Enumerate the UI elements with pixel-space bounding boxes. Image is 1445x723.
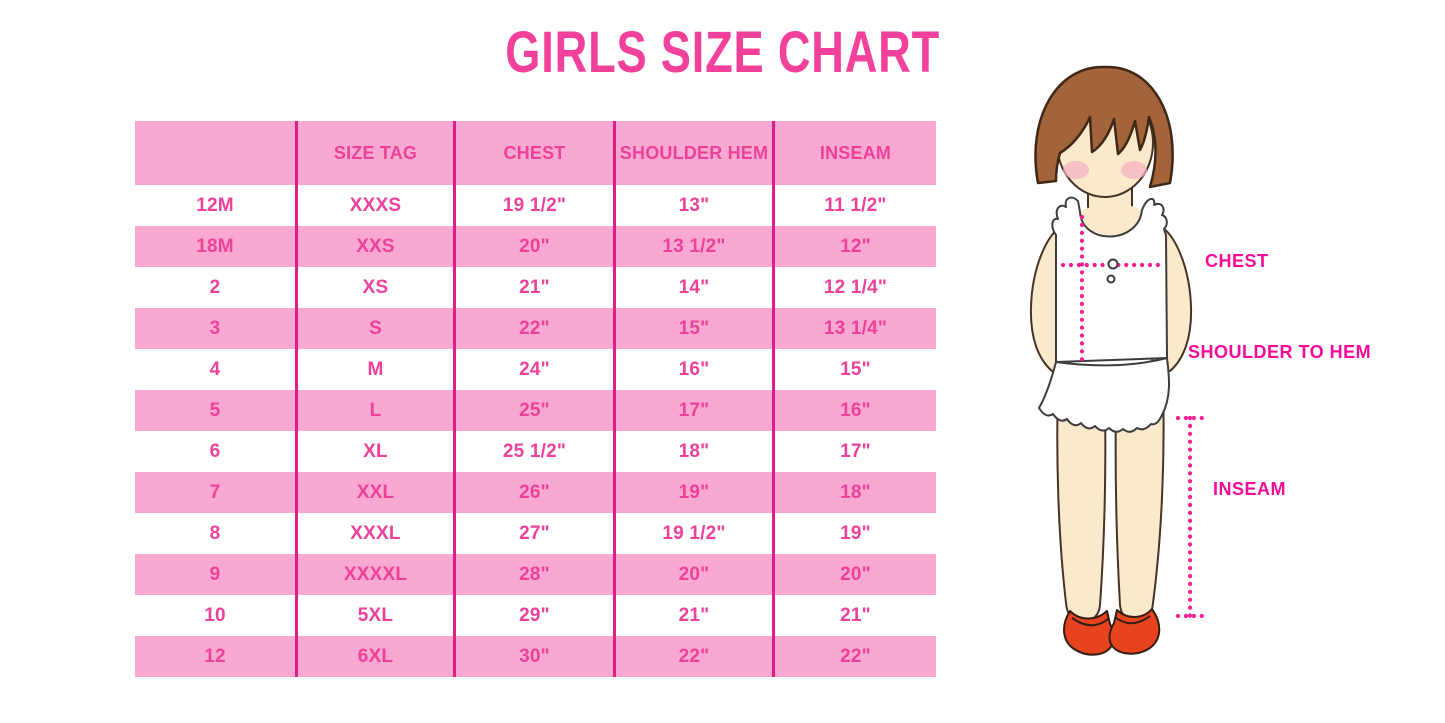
table-cell: 7 <box>135 472 298 513</box>
table-row: 12M XXXS 19 1/2" 13" 11 1/2" <box>135 185 936 226</box>
chest-measure-label: CHEST <box>1205 251 1269 271</box>
table-cell: 13 1/4" <box>823 317 888 339</box>
table-row: 5 L 25" 17" 16" <box>135 390 936 431</box>
table-cell: 12 1/4" <box>823 276 888 298</box>
table-cell: S <box>298 308 456 349</box>
bottom-button <box>1106 274 1116 284</box>
table-cell: 21" <box>616 595 775 636</box>
table-cell: 22" <box>840 645 871 667</box>
table-cell: 28" <box>456 554 616 595</box>
table-cell: 20" <box>616 554 775 595</box>
table-cell: XXS <box>298 226 456 267</box>
table-cell: 3 <box>135 308 298 349</box>
table-cell: M <box>298 349 456 390</box>
left-shoe <box>1063 610 1115 656</box>
table-cell: 25" <box>456 390 616 431</box>
table-row: 7 XXL 26" 19" 18" <box>135 472 936 513</box>
column-header-inseam: INSEAM <box>819 142 892 163</box>
table-cell: 19 1/2" <box>616 513 775 554</box>
table-cell: 21" <box>456 267 616 308</box>
table-row: 8 XXXL 27" 19 1/2" 19" <box>135 513 936 554</box>
table-cell: 2 <box>135 267 298 308</box>
table-header-row: SIZE TAG CHEST SHOULDER HEM INSEAM <box>135 121 936 185</box>
table-row: 4 M 24" 16" 15" <box>135 349 936 390</box>
table-cell: 13 1/2" <box>616 226 775 267</box>
table-cell: 19" <box>616 472 775 513</box>
table-cell: 16" <box>616 349 775 390</box>
table-row: 6 XL 25 1/2" 18" 17" <box>135 431 936 472</box>
table-cell: 18" <box>616 431 775 472</box>
table-row: 9 XXXXL 28" 20" 20" <box>135 554 936 595</box>
table-cell: 19" <box>840 522 871 544</box>
table-row: 3 S 22" 15" 13 1/4" <box>135 308 936 349</box>
table-cell: 20" <box>840 563 871 585</box>
table-cell: 17" <box>616 390 775 431</box>
table-cell: XXXS <box>298 185 456 226</box>
table-cell: 22" <box>456 308 616 349</box>
table-cell: XXL <box>298 472 456 513</box>
table-cell: 12 <box>135 636 298 677</box>
column-header-shoulder-hem: SHOULDER HEM <box>616 121 775 185</box>
table-cell: 9 <box>135 554 298 595</box>
table-cell: 24" <box>456 349 616 390</box>
right-cheek-blush <box>1121 161 1147 179</box>
table-row: 10 5XL 29" 21" 21" <box>135 595 936 636</box>
table-cell: 11 1/2" <box>824 194 887 216</box>
table-cell: 6 <box>135 431 298 472</box>
table-cell: 12" <box>840 235 871 257</box>
table-row: 18M XXS 20" 13 1/2" 12" <box>135 226 936 267</box>
table-cell: 5XL <box>298 595 456 636</box>
table-cell: XL <box>298 431 456 472</box>
table-cell: 15" <box>616 308 775 349</box>
table-cell: 30" <box>456 636 616 677</box>
table-cell: 16" <box>840 399 871 421</box>
table-cell: XS <box>298 267 456 308</box>
table-cell: 21" <box>840 604 871 626</box>
table-cell: 18" <box>840 481 871 503</box>
page-title-text: GIRLS SIZE CHART <box>505 20 940 85</box>
column-header-chest: CHEST <box>456 121 616 185</box>
skirt <box>1038 357 1170 433</box>
page-title: GIRLS SIZE CHART <box>0 24 1445 82</box>
table-cell: 5 <box>135 390 298 431</box>
table-cell: 22" <box>616 636 775 677</box>
hair <box>1034 65 1174 189</box>
right-shoe <box>1108 608 1161 655</box>
table-cell: 20" <box>456 226 616 267</box>
left-cheek-blush <box>1063 161 1089 179</box>
top-button <box>1107 258 1119 270</box>
table-cell: 14" <box>616 267 775 308</box>
table-cell: 13" <box>616 185 775 226</box>
table-cell: XXXL <box>298 513 456 554</box>
shoulder-to-hem-measure-label: SHOULDER TO HEM <box>1188 342 1372 362</box>
table-cell: 6XL <box>298 636 456 677</box>
table-cell: 10 <box>135 595 298 636</box>
table-cell: 4 <box>135 349 298 390</box>
left-shoe-strap <box>1071 617 1109 627</box>
table-row: 12 6XL 30" 22" 22" <box>135 636 936 677</box>
table-cell: 15" <box>840 358 871 380</box>
inseam-measure-line <box>1175 415 1206 619</box>
table-cell: 19 1/2" <box>456 185 616 226</box>
table-cell: 29" <box>456 595 616 636</box>
table-row: 2 XS 21" 14" 12 1/4" <box>135 267 936 308</box>
table-cell: 25 1/2" <box>456 431 616 472</box>
table-cell: 26" <box>456 472 616 513</box>
table-cell: L <box>298 390 456 431</box>
right-shoe-strap <box>1114 615 1151 625</box>
girls-size-table: SIZE TAG CHEST SHOULDER HEM INSEAM 12M X… <box>135 121 936 677</box>
column-header-size <box>135 121 298 185</box>
girl-figure-illustration <box>1029 65 1206 656</box>
table-cell: XXXXL <box>298 554 456 595</box>
table-cell: 8 <box>135 513 298 554</box>
table-cell: 18M <box>135 226 298 267</box>
table-cell: 17" <box>840 440 871 462</box>
table-cell: 12M <box>135 185 298 226</box>
column-header-size-tag: SIZE TAG <box>298 121 456 185</box>
inseam-measure-label: INSEAM <box>1213 479 1287 499</box>
chest-skin <box>1080 203 1142 236</box>
table-cell: 27" <box>456 513 616 554</box>
